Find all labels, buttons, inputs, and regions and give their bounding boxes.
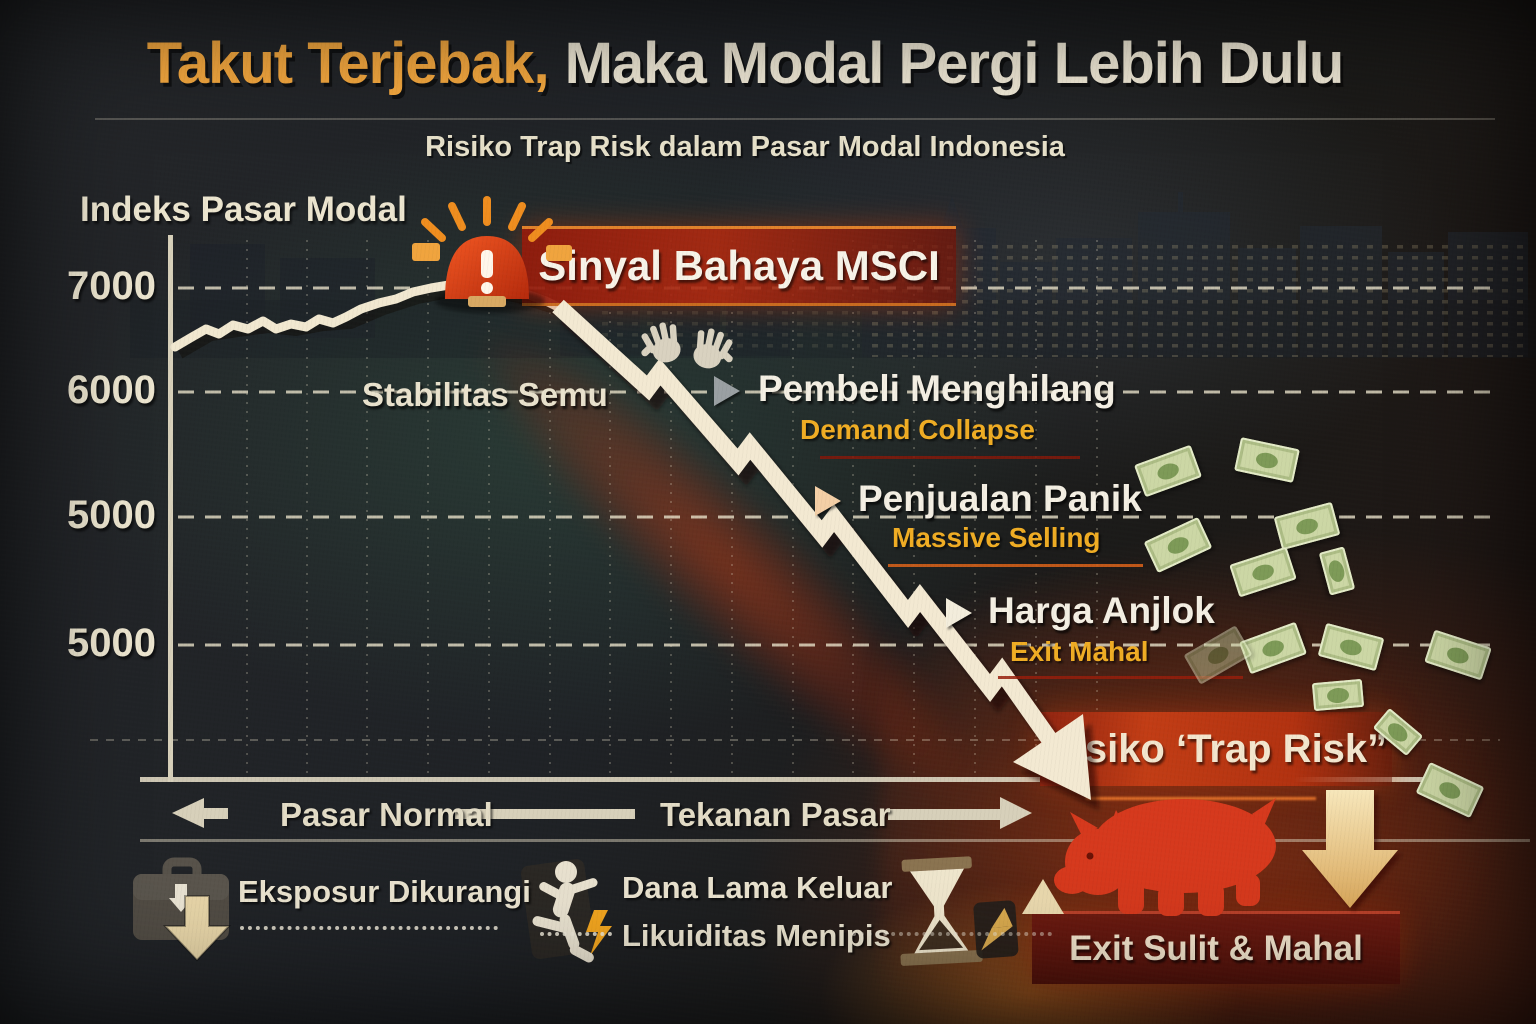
y-tick-5000-lower: 5000 (67, 621, 156, 665)
page-title-rest: Maka Modal Pergi Lebih Dulu (564, 31, 1345, 96)
exit-banner: Exit Sulit & Mahal (1032, 911, 1400, 984)
trap-risk-label: Risiko ‘Trap Risk” (1044, 726, 1388, 771)
y-axis-title: Indeks Pasar Modal (80, 190, 407, 229)
footer-funds-out-label: Dana Lama Keluar (622, 870, 893, 905)
trap-risk-banner: Risiko ‘Trap Risk” (1040, 712, 1392, 786)
phase-label: Stabilitas Semu (362, 376, 608, 413)
crash-arrow (552, 299, 1099, 810)
zone-arrows (172, 797, 1032, 829)
annotation-3-underline (998, 676, 1243, 679)
play-triangle-icon (714, 376, 740, 406)
annotation-2-underline (888, 564, 1143, 567)
briefcase-icon (133, 857, 232, 962)
annotation-1-subtitle: Demand Collapse (800, 414, 1035, 445)
annotation-3-subtitle: Exit Mahal (1010, 636, 1149, 667)
zone-label-left: Pasar Normal (280, 796, 493, 833)
footer-liquidity-label: Likuiditas Menipis (622, 918, 891, 953)
dotted-leader (240, 926, 498, 930)
annotation-1-underline (820, 456, 1080, 459)
annotation-3-title: Harga Anjlok (988, 590, 1215, 631)
play-triangle-icon (946, 598, 972, 628)
dotted-leader (540, 932, 612, 936)
page-title-emphasis: Takut Terjebak, (146, 31, 550, 96)
axes (140, 235, 1530, 842)
title-divider (95, 118, 1495, 120)
play-triangle-icon (815, 486, 841, 516)
page-title: Takut Terjebak, Maka Modal Pergi Lebih Du… (0, 30, 1490, 97)
bear-icon (1054, 798, 1276, 916)
alert-banner: Sinyal Bahaya MSCI (522, 226, 956, 306)
up-triangle-icon (1022, 879, 1064, 914)
y-tick-7000: 7000 (67, 264, 156, 308)
open-hands-icon (641, 322, 733, 369)
annotation-2-title: Penjualan Panik (858, 478, 1142, 519)
reduce-arrow-icon (162, 895, 232, 962)
footer-exposure-label: Eksposur Dikurangi (238, 874, 531, 909)
annotation-1-title: Pembeli Menghilang (758, 368, 1116, 409)
hourglass-icon (900, 856, 983, 966)
y-tick-6000: 6000 (67, 368, 156, 412)
running-man-icon (520, 859, 612, 963)
big-down-arrow-icon (1302, 790, 1402, 912)
y-tick-5000-upper: 5000 (67, 493, 156, 537)
zone-label-right: Tekanan Pasar (660, 796, 891, 833)
exit-banner-label: Exit Sulit & Mahal (1069, 929, 1363, 968)
dotted-leader (852, 932, 1052, 936)
alarm-siren-icon (412, 196, 572, 313)
annotation-2-subtitle: Massive Selling (892, 522, 1101, 553)
cursor-plane-icon (973, 900, 1019, 959)
money-bill-icon (1311, 678, 1365, 712)
page-subtitle: Risiko Trap Risk dalam Pasar Modal Indon… (425, 131, 1065, 163)
alert-banner-label: Sinyal Bahaya MSCI (538, 242, 940, 289)
